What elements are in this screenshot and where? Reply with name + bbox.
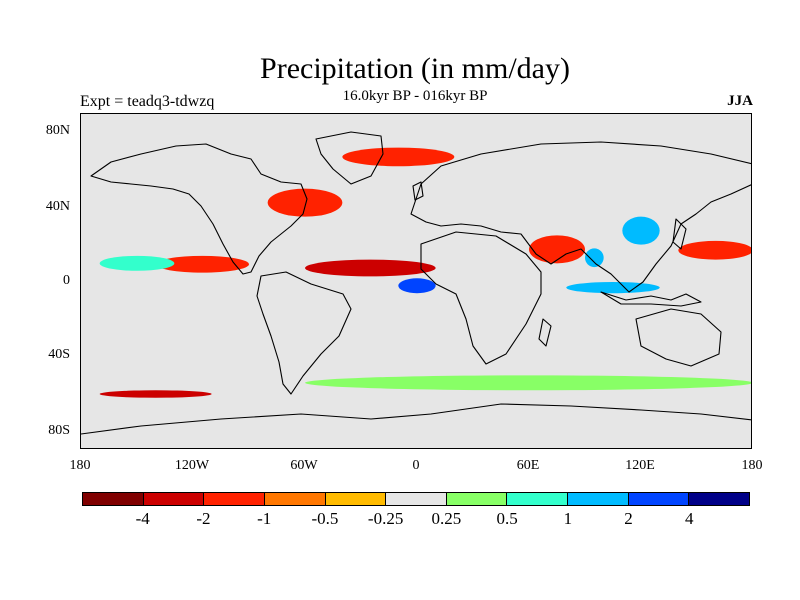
colorbar-box (264, 493, 326, 505)
lon-label-60w: 60W (290, 458, 318, 473)
page-subtitle: 16.0kyr BP - 016kyr BP (342, 88, 488, 104)
anomaly-layer (99, 147, 751, 398)
colorbar-label: -2 (196, 509, 211, 528)
coast-madagascar (538, 318, 552, 347)
lat-label-80n: 80N (45, 123, 70, 138)
colorbar-label: -4 (135, 509, 150, 528)
colorbar-box (446, 493, 508, 505)
lat-label-80s: 80S (48, 423, 70, 438)
anomaly-north-atlantic (267, 188, 343, 217)
anomaly-north-west-pacific (678, 240, 751, 260)
lat-label-40s: 40S (48, 347, 70, 362)
coast-north-america (90, 143, 308, 275)
lon-label-0: 0 (412, 458, 420, 473)
colorbar-label: 0.5 (496, 509, 518, 528)
colorbar-label: 0.25 (431, 509, 462, 528)
colorbar-label: 2 (624, 509, 633, 528)
precipitation-map (81, 131, 751, 435)
coastlines (81, 131, 751, 435)
colorbar-label: 1 (563, 509, 573, 528)
lat-label-0: 0 (63, 273, 70, 288)
colorbar-box (325, 493, 387, 505)
colorbar-label: -0.25 (367, 509, 404, 528)
coast-uk (412, 181, 424, 201)
colorbar-box (143, 493, 205, 505)
colorbar-box (83, 493, 144, 505)
colorbar-box (689, 493, 750, 505)
anomaly-southern-ocean-pacific (99, 390, 212, 398)
map-frame (80, 113, 752, 449)
lon-label-120w: 120W (174, 458, 210, 473)
coast-south-america (256, 271, 352, 395)
season-label: JJA (727, 93, 753, 109)
coast-africa (420, 231, 542, 365)
anomaly-maritime-continent (566, 282, 660, 294)
anomaly-east-pacific-itcz (155, 255, 249, 273)
lon-label-180e: 180 (741, 458, 763, 473)
colorbar-box (204, 493, 265, 505)
lon-label-120e: 120E (625, 458, 655, 473)
colorbar-label: -1 (257, 509, 272, 528)
anomaly-bay-of-bengal (585, 248, 604, 268)
lon-label-180w: 180 (69, 458, 91, 473)
anomaly-south-asia-monsoon (529, 235, 585, 264)
anomaly-southern-ocean-band (305, 375, 751, 391)
colorbar-box (386, 493, 447, 505)
coast-japan (672, 218, 687, 250)
anomaly-arctic-north-atlantic (342, 147, 455, 167)
anomaly-tropical-atlantic-north (305, 259, 436, 277)
experiment-label: Expt = teadq3-tdwzq (80, 93, 215, 110)
coast-indonesia (600, 291, 702, 307)
colorbar-box (568, 493, 629, 505)
colorbar-label: -0.5 (311, 509, 339, 528)
coast-antarctica (81, 403, 751, 435)
anomaly-east-asia (622, 216, 660, 245)
colorbar-label: 4 (685, 509, 694, 528)
colorbar-box (628, 493, 690, 505)
colorbar-box (507, 493, 569, 505)
coast-eurasia (410, 141, 751, 293)
page-title: Precipitation (in mm/day) (260, 52, 570, 85)
anomaly-central-pacific-itcz (99, 255, 175, 271)
coast-australia (635, 308, 722, 367)
anomaly-tropical-atlantic-south (398, 278, 436, 294)
lat-label-40n: 40N (45, 199, 70, 214)
coast-greenland (315, 131, 384, 185)
colorbar (82, 492, 750, 506)
lon-label-60e: 60E (516, 458, 540, 473)
